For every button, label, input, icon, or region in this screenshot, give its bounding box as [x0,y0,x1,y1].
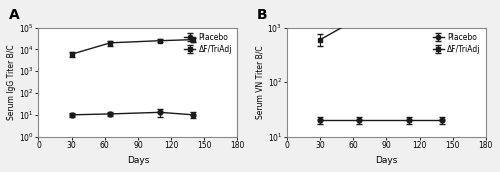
Legend: Placebo, ΔF/TriAdj: Placebo, ΔF/TriAdj [182,31,234,56]
Text: B: B [257,8,268,22]
X-axis label: Days: Days [126,156,149,165]
Y-axis label: Serum VN Titer B/C: Serum VN Titer B/C [256,45,264,119]
X-axis label: Days: Days [376,156,398,165]
Y-axis label: Serum IgG Titer B/C: Serum IgG Titer B/C [7,44,16,120]
Legend: Placebo, ΔF/TriAdj: Placebo, ΔF/TriAdj [431,31,482,56]
Text: A: A [8,8,20,22]
